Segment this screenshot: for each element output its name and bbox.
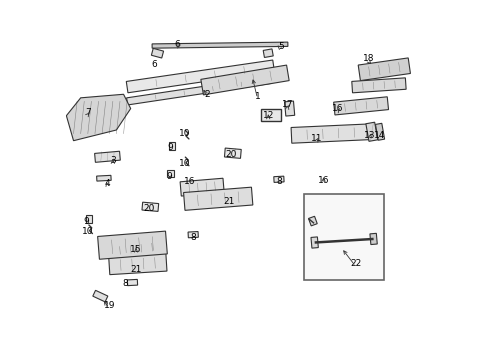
Text: 17: 17 <box>282 100 294 109</box>
Polygon shape <box>152 42 288 48</box>
Text: 20: 20 <box>143 204 154 213</box>
Text: 16: 16 <box>332 104 343 113</box>
Text: 12: 12 <box>263 111 274 120</box>
Text: 13: 13 <box>364 131 376 140</box>
Text: 20: 20 <box>225 150 236 159</box>
Bar <box>274 176 284 183</box>
Bar <box>366 122 378 141</box>
Text: 9: 9 <box>167 143 173 152</box>
Polygon shape <box>358 58 411 81</box>
Text: 10: 10 <box>82 227 94 236</box>
Bar <box>224 148 241 158</box>
Polygon shape <box>98 231 167 259</box>
Bar <box>127 279 138 285</box>
Polygon shape <box>180 178 224 196</box>
Bar <box>261 109 281 121</box>
Text: 10: 10 <box>178 129 190 138</box>
Bar <box>309 216 317 226</box>
Bar <box>311 237 318 248</box>
Text: 8: 8 <box>276 177 282 186</box>
Text: 19: 19 <box>103 301 115 310</box>
Polygon shape <box>66 94 131 141</box>
Text: 9: 9 <box>166 172 172 181</box>
Text: 9: 9 <box>83 217 89 226</box>
Polygon shape <box>352 78 406 93</box>
Text: 4: 4 <box>105 179 110 188</box>
Bar <box>188 231 198 238</box>
Polygon shape <box>109 253 167 275</box>
Polygon shape <box>334 97 389 115</box>
Bar <box>142 202 159 211</box>
Bar <box>375 123 385 140</box>
Polygon shape <box>291 124 370 143</box>
Text: 6: 6 <box>151 60 157 69</box>
Text: 16: 16 <box>184 177 196 186</box>
Text: 2: 2 <box>205 90 210 99</box>
Bar <box>169 142 175 150</box>
Text: 6: 6 <box>174 40 180 49</box>
Bar <box>151 48 164 58</box>
Text: 21: 21 <box>130 265 142 274</box>
Bar <box>168 170 174 177</box>
Text: 7: 7 <box>85 108 91 117</box>
Polygon shape <box>201 65 289 95</box>
Text: 3: 3 <box>110 156 116 165</box>
Text: 11: 11 <box>311 134 322 143</box>
Polygon shape <box>109 240 164 258</box>
Bar <box>285 101 294 116</box>
Text: 22: 22 <box>350 260 361 269</box>
Bar <box>93 290 108 302</box>
Text: 21: 21 <box>223 197 235 206</box>
Bar <box>304 194 384 280</box>
Text: 1: 1 <box>255 91 260 100</box>
Text: 10: 10 <box>178 159 190 168</box>
Text: 14: 14 <box>374 131 386 140</box>
Polygon shape <box>126 60 274 93</box>
Polygon shape <box>126 76 270 105</box>
Polygon shape <box>184 187 253 210</box>
Text: 5: 5 <box>278 41 284 50</box>
Bar <box>97 175 111 181</box>
Text: 15: 15 <box>130 245 142 254</box>
Text: 16: 16 <box>318 176 329 185</box>
Bar <box>95 151 121 162</box>
Text: 8: 8 <box>122 279 128 288</box>
Text: 8: 8 <box>190 233 196 242</box>
Bar <box>263 49 273 58</box>
Bar <box>86 215 92 222</box>
Bar <box>370 233 377 244</box>
Text: 18: 18 <box>363 54 374 63</box>
